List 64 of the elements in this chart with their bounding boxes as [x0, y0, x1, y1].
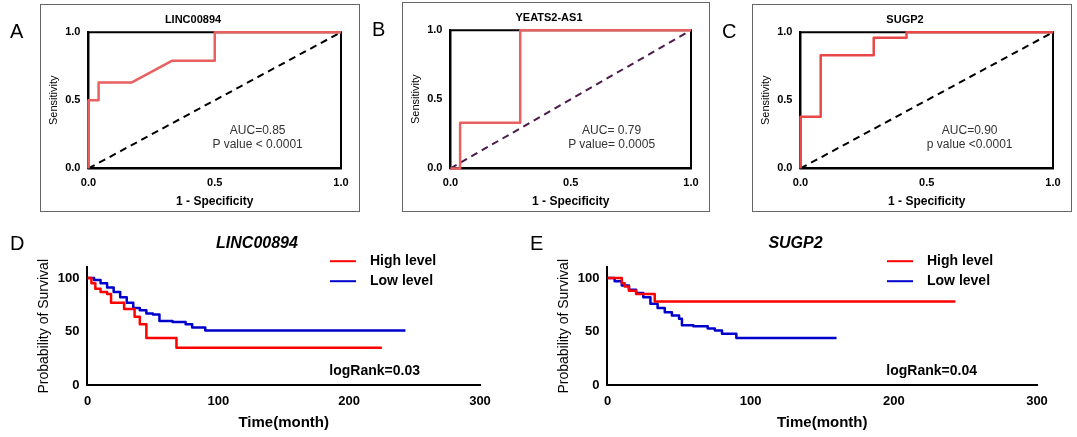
text: C [722, 20, 737, 43]
x-tick-label: 0.5 [563, 176, 579, 189]
y-tick-label: 0.0 [777, 161, 793, 174]
text: D [10, 232, 25, 255]
legend-label: Low level [370, 272, 434, 289]
y-tick-label: 0.0 [65, 161, 81, 174]
y-tick-label: 0 [592, 376, 600, 392]
x-tick-label: 0 [603, 392, 612, 408]
x-axis-title: Time(month) [776, 413, 868, 431]
x-tick-label: 0.0 [80, 176, 97, 189]
y-tick-label: 50 [585, 323, 600, 339]
chart-title: LINC00894 [164, 12, 222, 25]
x-tick-label: 1.0 [333, 176, 349, 189]
annotation: logRank=0.04 [886, 362, 978, 379]
chart-title: SUGP2 [886, 12, 924, 25]
x-tick-label: 100 [739, 392, 762, 408]
y-tick-label: 0 [72, 376, 80, 392]
x-tick-label: 0 [83, 392, 92, 408]
chart-title: SUGP2 [768, 234, 823, 252]
legend-label: High level [927, 252, 994, 269]
y-tick-label: 0.5 [777, 93, 793, 106]
y-tick-label: 0.5 [65, 93, 81, 106]
y-tick-label: 50 [65, 323, 80, 339]
text: B [372, 18, 386, 41]
x-tick-label: 1.0 [683, 176, 699, 189]
annotation: AUC= 0.79 [582, 122, 642, 137]
x-axis-title: Time(month) [238, 413, 330, 431]
y-tick-label: 0.5 [427, 92, 443, 105]
x-axis-title: 1 - Specificity [888, 194, 966, 209]
x-tick-label: 0.5 [207, 176, 223, 189]
x-tick-label: 300 [469, 392, 491, 408]
y-axis-title: Probability of Survival [35, 258, 52, 394]
y-axis-title: Probability of Survival [555, 258, 572, 394]
text: E [530, 232, 544, 255]
y-tick-label: 1.0 [427, 23, 443, 36]
x-tick-label: 0.5 [919, 176, 935, 189]
x-tick-label: 1.0 [1045, 176, 1061, 189]
legend-label: Low level [927, 272, 991, 289]
y-axis-title: Sensitivity [758, 75, 771, 126]
y-axis-title: Sensitivity [408, 74, 421, 125]
annotation: P value < 0.0001 [212, 137, 304, 152]
x-axis-title: 1 - Specificity [176, 194, 254, 209]
x-tick-label: 100 [207, 392, 230, 408]
annotation: AUC=0.85 [229, 123, 286, 138]
annotation: AUC=0.90 [941, 123, 998, 138]
legend-label: High level [370, 252, 437, 269]
x-tick-label: 200 [338, 392, 361, 408]
annotation: logRank=0.03 [329, 362, 421, 379]
y-axis-title: Sensitivity [46, 75, 59, 126]
x-tick-label: 200 [882, 392, 905, 408]
chart-title: YEATS2-AS1 [515, 10, 583, 23]
annotation: P value= 0.0005 [568, 136, 656, 151]
x-tick-label: 0.0 [442, 176, 459, 189]
x-axis-title: 1 - Specificity [532, 194, 610, 209]
x-tick-label: 0.0 [792, 176, 809, 189]
y-tick-label: 1.0 [777, 25, 793, 38]
y-tick-label: 0.0 [427, 161, 443, 174]
y-tick-label: 1.0 [65, 25, 81, 38]
x-tick-label: 300 [1026, 392, 1048, 408]
text: A [10, 20, 24, 43]
y-tick-label: 100 [577, 269, 600, 285]
y-tick-label: 100 [57, 269, 80, 285]
annotation: p value <0.0001 [926, 137, 1013, 152]
chart-title: LINC00894 [216, 234, 299, 252]
